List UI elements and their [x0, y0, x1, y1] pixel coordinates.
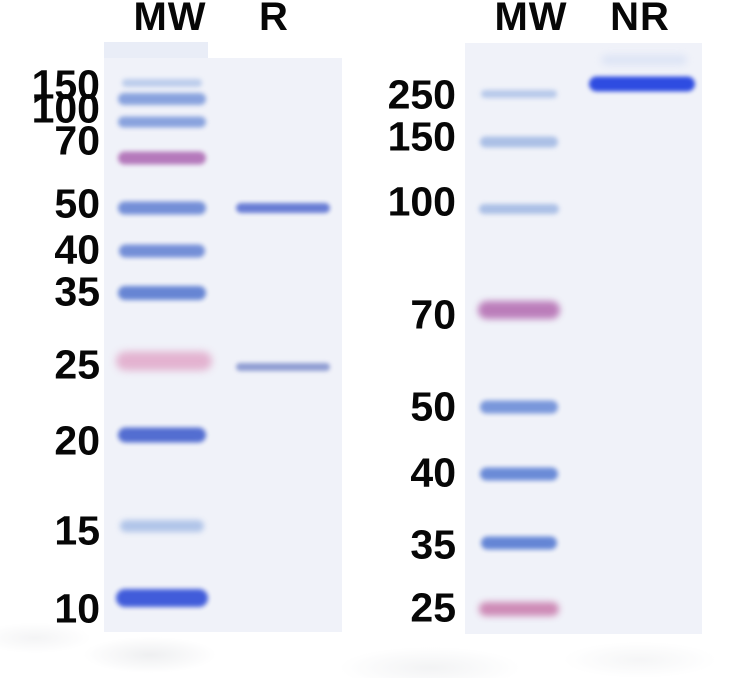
gel-right-band-mw-50	[480, 400, 558, 414]
gel-left-marker-label-70: 70	[54, 117, 100, 164]
gel-right-band-nr	[589, 76, 695, 92]
gel-right-band-mw-40	[480, 467, 558, 481]
gel-left-marker-label-50: 50	[54, 180, 100, 227]
gel-left-marker-label-15: 15	[54, 507, 100, 554]
gel-right-marker-label-150: 150	[387, 113, 456, 160]
gel-right-marker-label-100: 100	[387, 178, 456, 225]
gel-left-band-mw-20	[118, 427, 206, 443]
gel-left-lane-header-mw: MW	[133, 0, 207, 39]
gel-right-band-mw-150	[480, 136, 558, 148]
gel-left-band-mw-150	[118, 93, 206, 105]
gel-left-band-r-50	[236, 203, 330, 213]
gel-right-band-mw-100	[479, 204, 559, 214]
gel-left-band-mw-50	[118, 201, 206, 215]
gel-left-band-mw-10	[116, 589, 208, 607]
gel-left-lane-header-r: R	[259, 0, 289, 39]
gel-left-marker-label-10: 10	[54, 585, 100, 632]
gel-left-panel	[104, 58, 342, 632]
gel-left-band-mw-35	[118, 286, 206, 300]
gel-left-band-r-25	[236, 363, 330, 371]
gel-right-marker-label-35: 35	[410, 521, 456, 568]
gel-right-marker-label-40: 40	[410, 449, 456, 496]
gel-right-lane-header-nr: NR	[610, 0, 670, 39]
gel-right-band-mw-35	[481, 536, 557, 550]
gel-left-marker-label-100: 100	[31, 85, 100, 132]
gel-left-marker-label-25: 25	[54, 341, 100, 388]
gel-right-marker-label-25: 25	[410, 584, 456, 631]
gel-right-marker-label-250: 250	[387, 71, 456, 118]
gel-right-lane-header-mw: MW	[494, 0, 568, 39]
gel-left-band-mw	[122, 79, 202, 87]
gel-left-band-mw-100	[118, 116, 206, 128]
gel-right-band-nr	[601, 55, 687, 65]
gel-left-marker-label-150: 150	[31, 61, 100, 108]
gel-left-band-mw-25	[116, 351, 212, 371]
gel-left-marker-label-35: 35	[54, 268, 100, 315]
gel-left-band-mw-70	[118, 151, 206, 165]
gel-left-band-mw-40	[119, 244, 205, 258]
gel-right-band-mw-70	[478, 301, 560, 319]
gel-left-marker-label-40: 40	[54, 226, 100, 273]
gel-right-marker-label-50: 50	[410, 383, 456, 430]
gel-left-band-mw-15	[120, 520, 204, 532]
gel-right-band-mw-250	[481, 90, 557, 98]
gel-right-marker-label-70: 70	[410, 291, 456, 338]
gel-right-band-mw-25	[479, 602, 559, 616]
gel-left-marker-label-20: 20	[54, 417, 100, 464]
